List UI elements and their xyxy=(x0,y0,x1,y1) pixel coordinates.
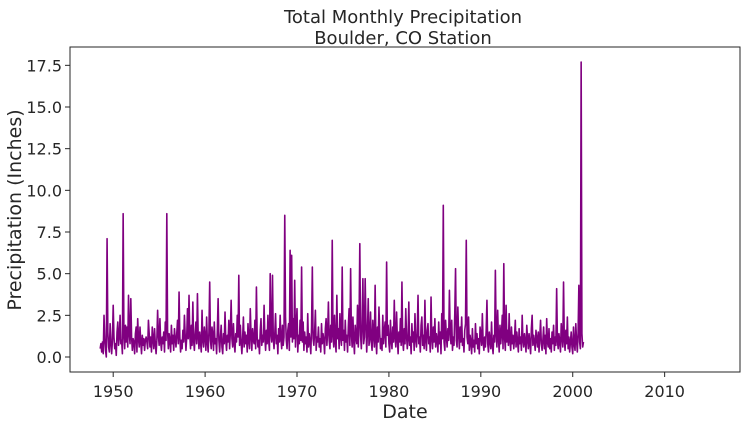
x-tick-label: 1960 xyxy=(185,382,226,401)
x-axis-label: Date xyxy=(382,401,427,423)
x-tick-label: 1950 xyxy=(93,382,134,401)
x-tick-label: 2010 xyxy=(644,382,685,401)
plot-frame xyxy=(69,46,741,373)
y-tick-label: 17.5 xyxy=(26,56,62,75)
x-tick-label: 1990 xyxy=(460,382,501,401)
y-tick-label: 10.0 xyxy=(26,181,62,200)
y-axis-ticks: 0.0 2.5 5.0 7.5 10.0 12.5 15.0 17.5 xyxy=(26,56,70,367)
x-tick-label: 1970 xyxy=(277,382,318,401)
chart-title: Total Monthly Precipitation Boulder, CO … xyxy=(283,7,522,49)
x-axis-ticks: 1950 1960 1970 1980 1990 2000 2010 xyxy=(93,372,685,401)
chart-title-line-2: Boulder, CO Station xyxy=(314,28,492,49)
y-tick-label: 7.5 xyxy=(37,223,62,242)
plot-area xyxy=(69,46,741,373)
y-tick-label: 15.0 xyxy=(26,98,62,117)
chart-title-line-1: Total Monthly Precipitation xyxy=(283,7,522,28)
precipitation-series-line xyxy=(99,61,585,358)
y-tick-label: 0.0 xyxy=(37,348,62,367)
y-tick-label: 2.5 xyxy=(37,306,62,325)
y-tick-label: 5.0 xyxy=(37,265,62,284)
x-tick-label: 2000 xyxy=(552,382,593,401)
y-axis-label: Precipitation (Inches) xyxy=(4,109,26,310)
x-tick-label: 1980 xyxy=(369,382,410,401)
y-tick-label: 12.5 xyxy=(26,140,62,159)
